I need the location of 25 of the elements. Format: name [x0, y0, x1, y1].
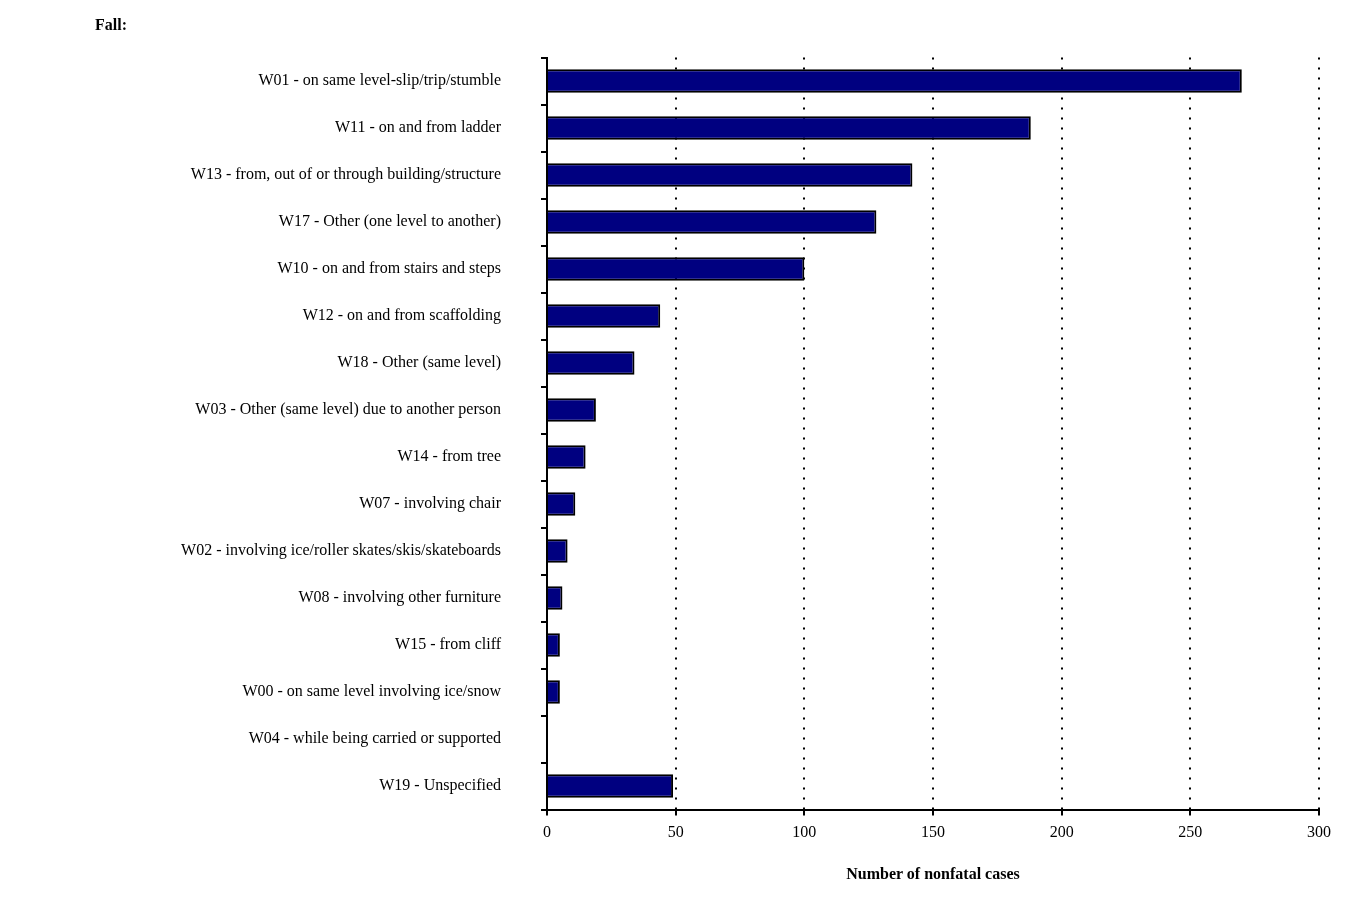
y-tick-label: W18 - Other (same level): [337, 353, 501, 372]
y-tick-label: W02 - involving ice/roller skates/skis/skateboards: [181, 541, 501, 560]
x-tick-label: 200: [1049, 823, 1074, 841]
y-tick-label: W13 - from, out of or through building/structure: [190, 165, 501, 184]
y-tick-label: W17 - Other (one level to another): [278, 212, 501, 231]
y-tick-label: W15 - from cliff: [395, 635, 502, 653]
x-tick-label: 0: [543, 823, 551, 841]
x-tick-label: 150: [921, 823, 945, 841]
x-tick-label: 250: [1178, 823, 1203, 841]
y-tick-label: W08 - involving other furniture: [298, 588, 501, 607]
y-tick-label: W03 - Other (same level) due to another person: [195, 400, 501, 419]
text: Fall:: [95, 16, 127, 34]
x-tick-label: 100: [792, 823, 817, 841]
y-tick-label: W01 - on same level-slip/trip/stumble: [258, 71, 501, 90]
y-tick-label: W00 - on same level involving ice/snow: [242, 682, 502, 701]
y-tick-label: W19 - Unspecified: [379, 776, 501, 795]
y-tick-label: W07 - involving chair: [359, 494, 502, 513]
y-tick-label: W11 - on and from ladder: [334, 118, 502, 136]
y-tick-label: W10 - on and from stairs and steps: [277, 259, 501, 278]
y-tick-label: W04 - while being carried or supported: [248, 729, 501, 748]
x-tick-label: 50: [667, 823, 684, 841]
y-tick-label: W14 - from tree: [397, 447, 501, 465]
y-tick-label: W12 - on and from scaffolding: [302, 306, 501, 325]
x-tick-label: 300: [1307, 823, 1331, 841]
x-axis-title: Number of nonfatal cases: [846, 864, 1020, 882]
